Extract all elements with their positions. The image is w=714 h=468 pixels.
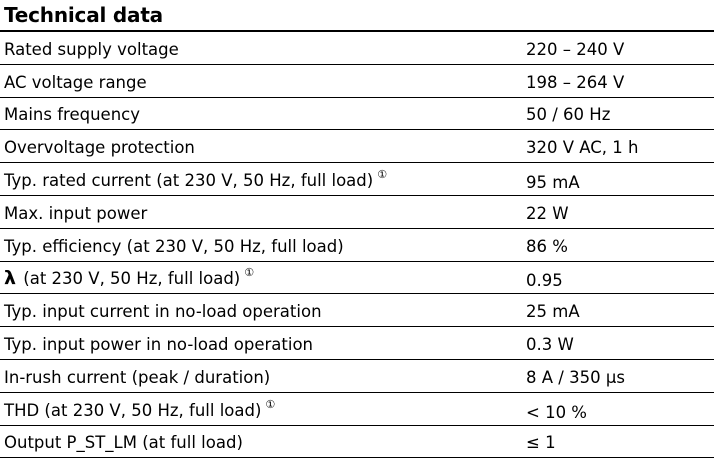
table-row-no-load-power: Typ. input power in no-load operation 0.… xyxy=(0,327,714,360)
row-value: 8 A / 350 µs xyxy=(526,367,625,387)
row-value: 25 mA xyxy=(526,302,580,322)
table-row-lambda: λ (at 230 V, 50 Hz, full load) ① 0.95 xyxy=(0,262,714,295)
table-row-typ-efficiency: Typ. efficiency (at 230 V, 50 Hz, full l… xyxy=(0,229,714,262)
row-label-text: (at 230 V, 50 Hz, full load) xyxy=(23,269,241,289)
table-row-ac-voltage-range: AC voltage range 198 – 264 V xyxy=(0,65,714,98)
footnote-marker: ① xyxy=(265,397,276,411)
row-label: Typ. input current in no-load operation xyxy=(4,302,322,322)
footnote-marker: ① xyxy=(377,167,388,181)
table-row-typ-rated-current: Typ. rated current (at 230 V, 50 Hz, ful… xyxy=(0,163,714,196)
table-row-no-load-current: Typ. input current in no-load operation … xyxy=(0,294,714,328)
row-value: < 10 % xyxy=(526,402,587,422)
row-value: 0.3 W xyxy=(526,334,574,354)
row-label-text: Typ. rated current (at 230 V, 50 Hz, ful… xyxy=(4,170,374,190)
row-value: ≤ 1 xyxy=(526,433,556,453)
row-value: 198 – 264 V xyxy=(526,72,625,92)
table-row-thd: THD (at 230 V, 50 Hz, full load) ① < 10 % xyxy=(0,393,714,426)
row-value: 320 V AC, 1 h xyxy=(526,138,639,158)
table-row-rated-supply-voltage: Rated supply voltage 220 – 240 V xyxy=(0,32,714,65)
row-label-text: THD (at 230 V, 50 Hz, full load) xyxy=(4,400,262,420)
row-label: Mains frequency xyxy=(4,105,140,125)
row-label: λ (at 230 V, 50 Hz, full load) ① xyxy=(4,267,254,289)
row-value: 95 mA xyxy=(526,172,580,192)
table-row-overvoltage-protection: Overvoltage protection 320 V AC, 1 h xyxy=(0,130,714,164)
row-value: 0.95 xyxy=(526,271,563,291)
title-divider xyxy=(0,30,714,32)
row-label: Typ. input power in no-load operation xyxy=(4,334,313,354)
table-row-output-pst-lm: Output P_ST_LM (at full load) ≤ 1 xyxy=(0,426,714,459)
technical-data-table: Rated supply voltage 220 – 240 V AC volt… xyxy=(0,32,714,459)
row-label: Rated supply voltage xyxy=(4,39,179,59)
row-value: 220 – 240 V xyxy=(526,39,625,59)
row-value: 22 W xyxy=(526,203,569,223)
section-title: Technical data xyxy=(4,3,163,27)
row-label: THD (at 230 V, 50 Hz, full load) ① xyxy=(4,399,275,421)
lambda-symbol: λ xyxy=(4,267,17,290)
row-label: Typ. rated current (at 230 V, 50 Hz, ful… xyxy=(4,169,387,191)
row-label: Overvoltage protection xyxy=(4,138,195,158)
table-row-mains-frequency: Mains frequency 50 / 60 Hz xyxy=(0,98,714,131)
row-label: Output P_ST_LM (at full load) xyxy=(4,433,243,453)
table-row-max-input-power: Max. input power 22 W xyxy=(0,196,714,229)
row-value: 86 % xyxy=(526,236,568,256)
row-value: 50 / 60 Hz xyxy=(526,105,611,125)
footnote-marker: ① xyxy=(244,266,255,280)
table-row-in-rush-current: In-rush current (peak / duration) 8 A / … xyxy=(0,360,714,393)
row-label: In-rush current (peak / duration) xyxy=(4,367,271,387)
row-label: AC voltage range xyxy=(4,72,147,92)
row-label: Typ. efficiency (at 230 V, 50 Hz, full l… xyxy=(4,236,344,256)
row-label: Max. input power xyxy=(4,203,148,223)
